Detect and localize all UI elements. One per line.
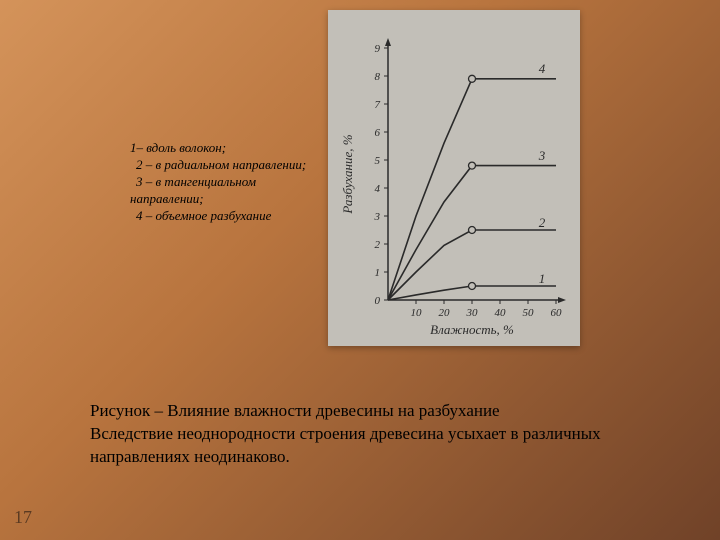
svg-text:20: 20 [439,307,451,319]
svg-text:3: 3 [374,211,381,223]
svg-text:0: 0 [375,295,381,307]
legend-item-4: 4 – объемное разбухание [130,208,315,225]
legend-item-3: 3 – в тангенциальном направлении; [130,174,315,208]
svg-text:3: 3 [538,148,546,163]
svg-text:2: 2 [539,215,546,230]
svg-text:4: 4 [375,183,381,195]
svg-text:8: 8 [375,71,381,83]
caption-block: Рисунок – Влияние влажности древесины на… [90,400,650,469]
svg-text:1: 1 [539,271,546,286]
svg-text:1: 1 [375,267,381,279]
svg-text:30: 30 [466,307,479,319]
svg-text:Разбухание, %: Разбухание, % [340,134,355,214]
svg-text:2: 2 [375,239,381,251]
svg-text:6: 6 [375,127,381,139]
swelling-chart: 0 1 2 3 4 5 6 7 8 9 10 20 30 40 50 60 Влажность, % Разбух… [332,18,576,338]
caption-line-1: Рисунок – Влияние влажности древесины на… [90,400,650,423]
legend-item-1: 1– вдоль волокон; [130,140,315,157]
svg-text:60: 60 [551,307,563,319]
legend-item-2: 2 – в радиальном направлении; [130,157,315,174]
svg-text:10: 10 [411,307,423,319]
svg-text:4: 4 [539,61,546,76]
legend-block: 1– вдоль волокон; 2 – в радиальном напра… [130,140,315,224]
svg-text:40: 40 [495,307,507,319]
svg-text:5: 5 [375,155,381,167]
chart-frame: 0 1 2 3 4 5 6 7 8 9 10 20 30 40 50 60 Влажность, % Разбух… [328,10,580,346]
caption-line-2: Вследствие неоднородности строения древе… [90,423,650,469]
svg-text:50: 50 [523,307,535,319]
svg-text:9: 9 [375,43,381,55]
svg-text:7: 7 [375,99,381,111]
svg-text:Влажность, %: Влажность, % [430,322,514,337]
page-number: 17 [14,507,32,528]
